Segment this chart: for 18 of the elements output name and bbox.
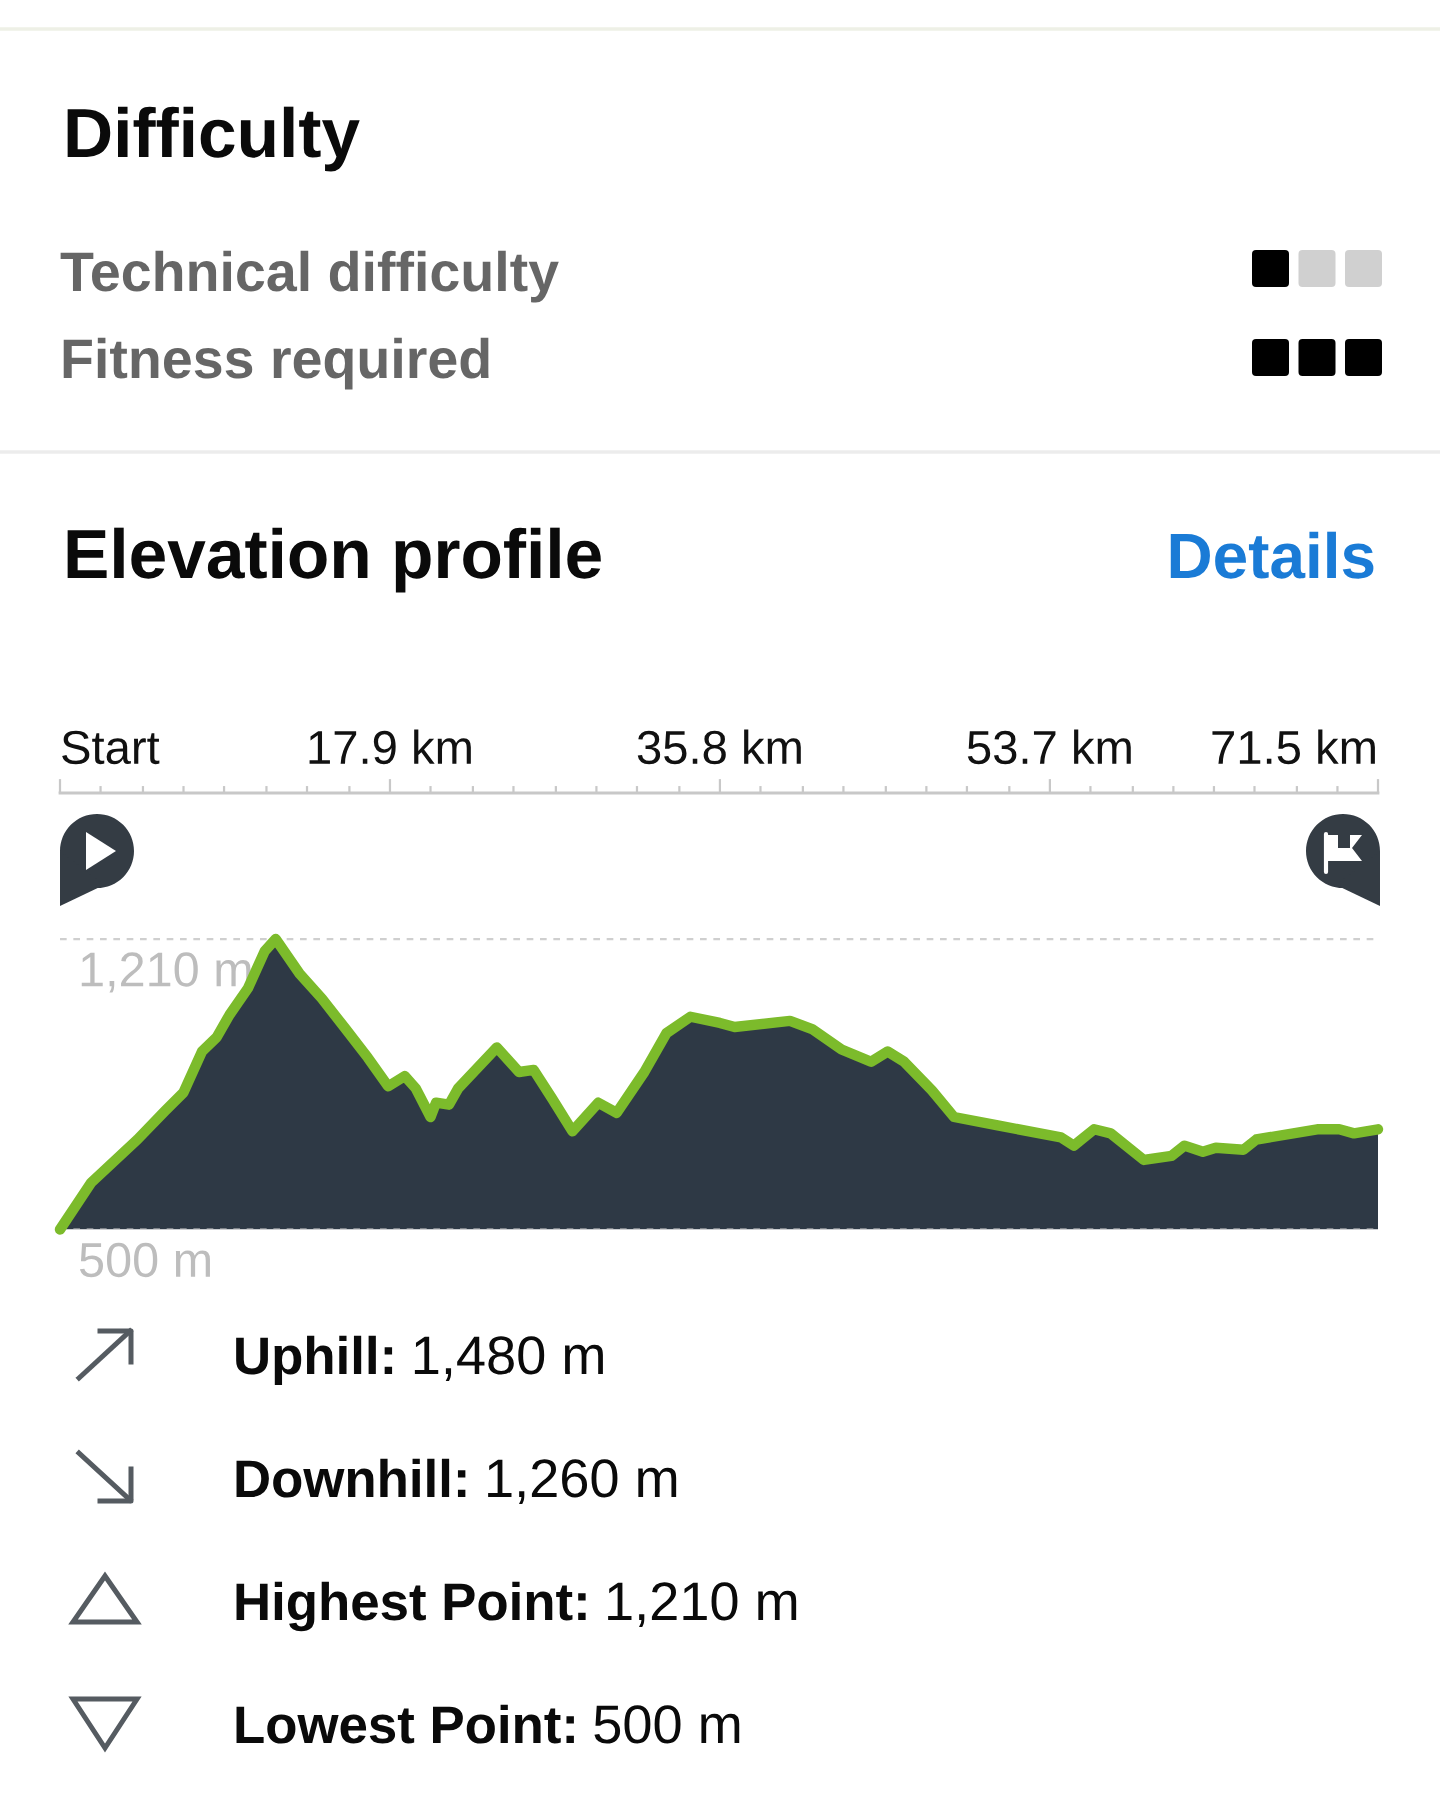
text: Fitness required (63, 337, 489, 390)
text: Uphill: (236, 1335, 393, 1385)
text: 1,260 m (488, 1459, 677, 1504)
text: 1,480 m (414, 1336, 603, 1381)
x-tick-label: 71.5 km (1212, 729, 1375, 765)
text: 1,210 m (608, 1582, 797, 1627)
x-tick-label: 53.7 km (967, 729, 1131, 765)
x-tick-label: Start (62, 730, 160, 765)
text: Details (1170, 531, 1374, 579)
text: Downhill: (236, 1458, 466, 1498)
text: Lowest Point: (236, 1704, 574, 1744)
text: 500 m (594, 1705, 740, 1744)
chart-title: Elevation profile (67, 527, 601, 593)
text: Highest Point: (236, 1581, 586, 1632)
x-tick-label: 35.8 km (637, 729, 801, 765)
x-tick-label: 17.9 km (309, 729, 471, 765)
text: Difficulty (67, 106, 360, 172)
text: Technical difficulty (60, 250, 559, 303)
